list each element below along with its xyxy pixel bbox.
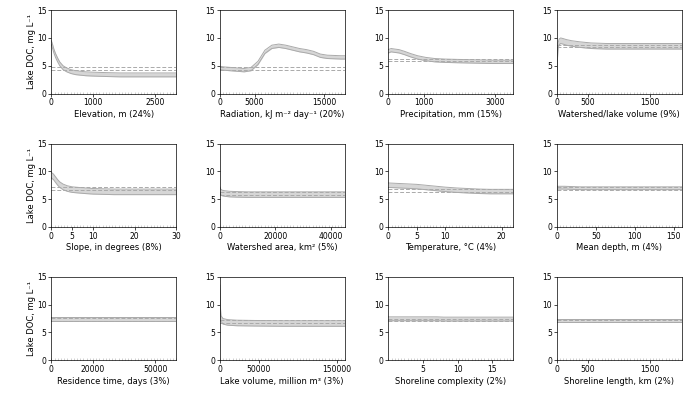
X-axis label: Precipitation, mm (15%): Precipitation, mm (15%) bbox=[400, 110, 501, 119]
X-axis label: Elevation, m (24%): Elevation, m (24%) bbox=[74, 110, 154, 119]
Y-axis label: Lake DOC, mg L⁻¹: Lake DOC, mg L⁻¹ bbox=[27, 148, 36, 223]
Y-axis label: Lake DOC, mg L⁻¹: Lake DOC, mg L⁻¹ bbox=[27, 14, 36, 90]
X-axis label: Shoreline complexity (2%): Shoreline complexity (2%) bbox=[395, 377, 506, 386]
X-axis label: Shoreline length, km (2%): Shoreline length, km (2%) bbox=[564, 377, 674, 386]
X-axis label: Watershed area, km² (5%): Watershed area, km² (5%) bbox=[227, 243, 338, 252]
X-axis label: Mean depth, m (4%): Mean depth, m (4%) bbox=[576, 243, 662, 252]
X-axis label: Radiation, kJ m⁻² day⁻¹ (20%): Radiation, kJ m⁻² day⁻¹ (20%) bbox=[220, 110, 345, 119]
X-axis label: Slope, in degrees (8%): Slope, in degrees (8%) bbox=[66, 243, 162, 252]
X-axis label: Residence time, days (3%): Residence time, days (3%) bbox=[58, 377, 170, 386]
X-axis label: Watershed/lake volume (9%): Watershed/lake volume (9%) bbox=[558, 110, 680, 119]
X-axis label: Temperature, °C (4%): Temperature, °C (4%) bbox=[405, 243, 496, 252]
Y-axis label: Lake DOC, mg L⁻¹: Lake DOC, mg L⁻¹ bbox=[27, 281, 36, 356]
X-axis label: Lake volume, million m³ (3%): Lake volume, million m³ (3%) bbox=[221, 377, 344, 386]
